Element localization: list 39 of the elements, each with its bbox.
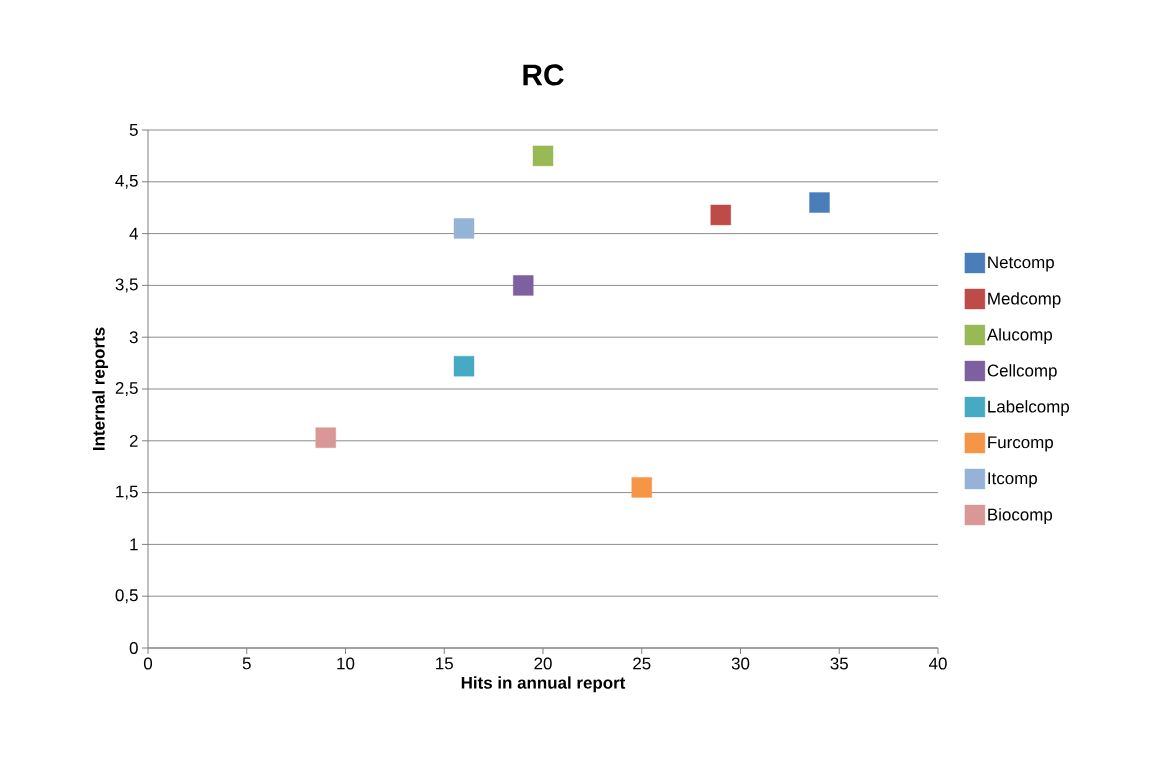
x-tick-label: 20 (534, 657, 552, 670)
y-tick-label: 3,5 (115, 278, 138, 293)
x-tick-label: 40 (928, 657, 947, 670)
legend-label: Medcomp (988, 292, 1061, 308)
chart-title: RC (523, 64, 564, 86)
point (453, 356, 475, 377)
x-tick-label: 0 (143, 657, 153, 670)
x-axis-title: Hits in annual report (461, 676, 626, 693)
legend-label: Alucomp (986, 328, 1053, 344)
point (315, 427, 336, 448)
y-tick-label: 0 (129, 642, 138, 654)
point (453, 218, 475, 239)
x-tick-label: 35 (830, 657, 848, 670)
legend-label: Furcomp (988, 436, 1053, 452)
x-tick-label: 15 (436, 657, 453, 670)
point (710, 204, 731, 226)
x-tick-label: 30 (731, 657, 750, 670)
y-tick-label: 0,5 (115, 589, 138, 604)
point (631, 477, 652, 498)
y-tick-label: 1,5 (116, 485, 138, 500)
legend-label: Biocomp (988, 508, 1053, 524)
point (532, 145, 554, 167)
point (513, 275, 534, 296)
y-axis-title: Internal reports (92, 327, 109, 450)
x-tick-label: 10 (337, 657, 355, 670)
y-tick-label: 3 (129, 331, 138, 344)
y-tick-label: 2 (129, 434, 138, 447)
point (809, 192, 830, 213)
x-tick-label: 5 (242, 657, 251, 670)
legend-label: Labelcomp (988, 400, 1070, 416)
legend-label: Cellcomp (987, 364, 1057, 380)
y-tick-label: 1 (130, 538, 138, 551)
legend-label: Netcomp (988, 256, 1054, 272)
y-tick-label: 4 (129, 227, 138, 240)
y-tick-label: 4,5 (115, 174, 138, 189)
y-tick-label: 2,5 (115, 382, 138, 396)
x-tick-label: 25 (633, 657, 651, 670)
y-tick-label: 5 (129, 124, 138, 136)
legend-label: Itcomp (988, 472, 1037, 488)
